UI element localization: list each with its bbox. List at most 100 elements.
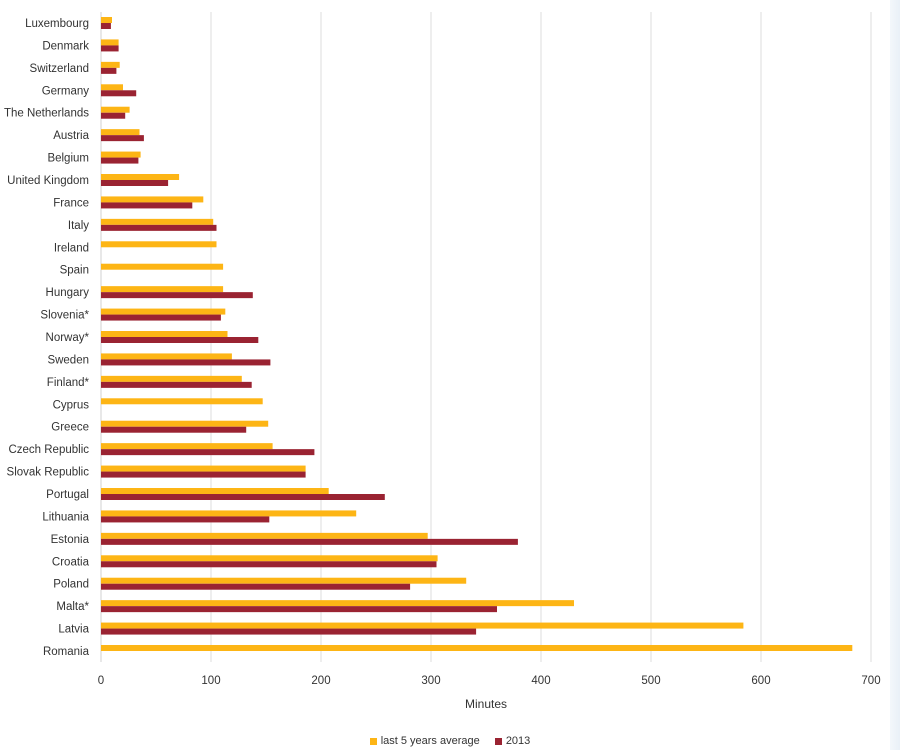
bar-5yr-average: [101, 218, 214, 225]
x-tick-label: 300: [421, 675, 440, 687]
category-label: Finland*: [47, 377, 90, 389]
legend-swatch-2013: [494, 737, 502, 745]
category-label: Austria: [53, 130, 89, 142]
category-label: Norway*: [46, 332, 90, 344]
bar-5yr-average: [101, 151, 141, 158]
legend-label-avg: last 5 years average: [380, 735, 480, 747]
legend-swatch-avg: [369, 737, 377, 745]
category-label: Poland: [53, 579, 89, 591]
bar-2013: [101, 426, 247, 433]
category-label: Greece: [51, 422, 89, 434]
category-label: Sweden: [47, 354, 89, 366]
bar-5yr-average: [101, 308, 226, 315]
category-label: Luxembourg: [25, 18, 89, 30]
bar-2013: [101, 583, 411, 590]
bar-2013: [101, 224, 217, 231]
x-tick-label: 400: [531, 675, 550, 687]
bar-2013: [101, 359, 271, 366]
bar-5yr-average: [101, 353, 232, 360]
bar-2013: [101, 471, 306, 478]
bar-2013: [101, 449, 315, 456]
category-label: Romania: [43, 646, 90, 658]
category-label: Denmark: [42, 40, 89, 52]
category-label: Germany: [42, 85, 90, 97]
bar-5yr-average: [101, 532, 428, 539]
bar-2013: [101, 337, 259, 343]
bars: [101, 17, 853, 651]
category-label: Switzerland: [30, 63, 89, 75]
bar-2013: [101, 180, 169, 186]
bar-2013: [101, 202, 193, 209]
bar-5yr-average: [101, 61, 120, 68]
category-label: Slovak Republic: [7, 467, 90, 479]
category-label: Cyprus: [53, 399, 90, 411]
x-tick-label: 600: [751, 675, 770, 687]
bar-2013: [101, 67, 117, 74]
bar-5yr-average: [101, 17, 112, 23]
bar-2013: [101, 112, 126, 119]
bar-5yr-average: [101, 129, 140, 136]
bar-5yr-average: [101, 443, 273, 450]
bar-2013: [101, 516, 270, 523]
category-label: Croatia: [52, 556, 90, 568]
bar-5yr-average: [101, 39, 119, 46]
bar-5yr-average: [101, 106, 130, 113]
legend: last 5 years average 2013: [0, 735, 900, 748]
category-label: Belgium: [47, 153, 89, 165]
category-label: Spain: [60, 265, 89, 277]
gridlines: [100, 12, 872, 662]
bar-5yr-average: [101, 375, 242, 382]
bar-2013: [101, 314, 221, 321]
legend-item-avg: last 5 years average: [369, 735, 480, 747]
bar-5yr-average: [101, 622, 744, 629]
category-label: France: [53, 197, 89, 209]
category-label: Latvia: [58, 624, 89, 636]
bar-chart: Luxembourg Denmark Switzerland Germany The N…: [4, 12, 881, 711]
bar-2013: [101, 23, 111, 29]
category-label: Portugal: [46, 489, 89, 501]
window-edge: [890, 0, 900, 750]
bar-5yr-average: [101, 510, 357, 517]
category-label: Hungary: [46, 287, 90, 299]
bar-2013: [101, 538, 518, 545]
bar-5yr-average: [101, 196, 204, 203]
category-labels: Luxembourg Denmark Switzerland Germany The N…: [4, 18, 90, 658]
bar-5yr-average: [101, 465, 306, 472]
bar-5yr-average: [101, 174, 180, 180]
category-label: Czech Republic: [8, 444, 89, 456]
bar-5yr-average: [101, 555, 438, 562]
bar-5yr-average: [101, 488, 329, 494]
bar-2013: [101, 381, 252, 388]
legend-item-2013: 2013: [494, 735, 531, 747]
bar-5yr-average: [101, 331, 228, 337]
bar-5yr-average: [101, 263, 224, 270]
bar-5yr-average: [101, 600, 574, 607]
x-axis-title: Minutes: [465, 697, 507, 711]
x-tick-label: 200: [311, 675, 330, 687]
bar-2013: [101, 494, 385, 500]
bar-5yr-average: [101, 398, 263, 405]
bar-2013: [101, 90, 137, 97]
bar-2013: [101, 606, 497, 613]
category-label: United Kingdom: [7, 175, 89, 187]
x-tick-label: 700: [861, 675, 880, 687]
bar-5yr-average: [101, 645, 853, 651]
bar-2013: [101, 135, 144, 142]
category-label: Slovenia*: [40, 310, 89, 322]
category-label: Italy: [68, 220, 89, 232]
bar-2013: [101, 292, 253, 299]
bar-2013: [101, 628, 477, 635]
bar-5yr-average: [101, 241, 217, 248]
bar-5yr-average: [101, 84, 123, 91]
legend-label-2013: 2013: [505, 735, 531, 747]
x-tick-label: 0: [98, 675, 104, 687]
category-label: The Netherlands: [4, 108, 89, 120]
bar-5yr-average: [101, 286, 224, 293]
bar-5yr-average: [101, 577, 467, 584]
bar-2013: [101, 561, 437, 568]
bar-2013: [101, 45, 119, 52]
bar-2013: [101, 157, 139, 164]
category-label: Estonia: [51, 534, 90, 546]
x-tick-labels: 0 100 200 300 400 500 600 700: [98, 675, 881, 687]
category-label: Malta*: [56, 601, 89, 613]
